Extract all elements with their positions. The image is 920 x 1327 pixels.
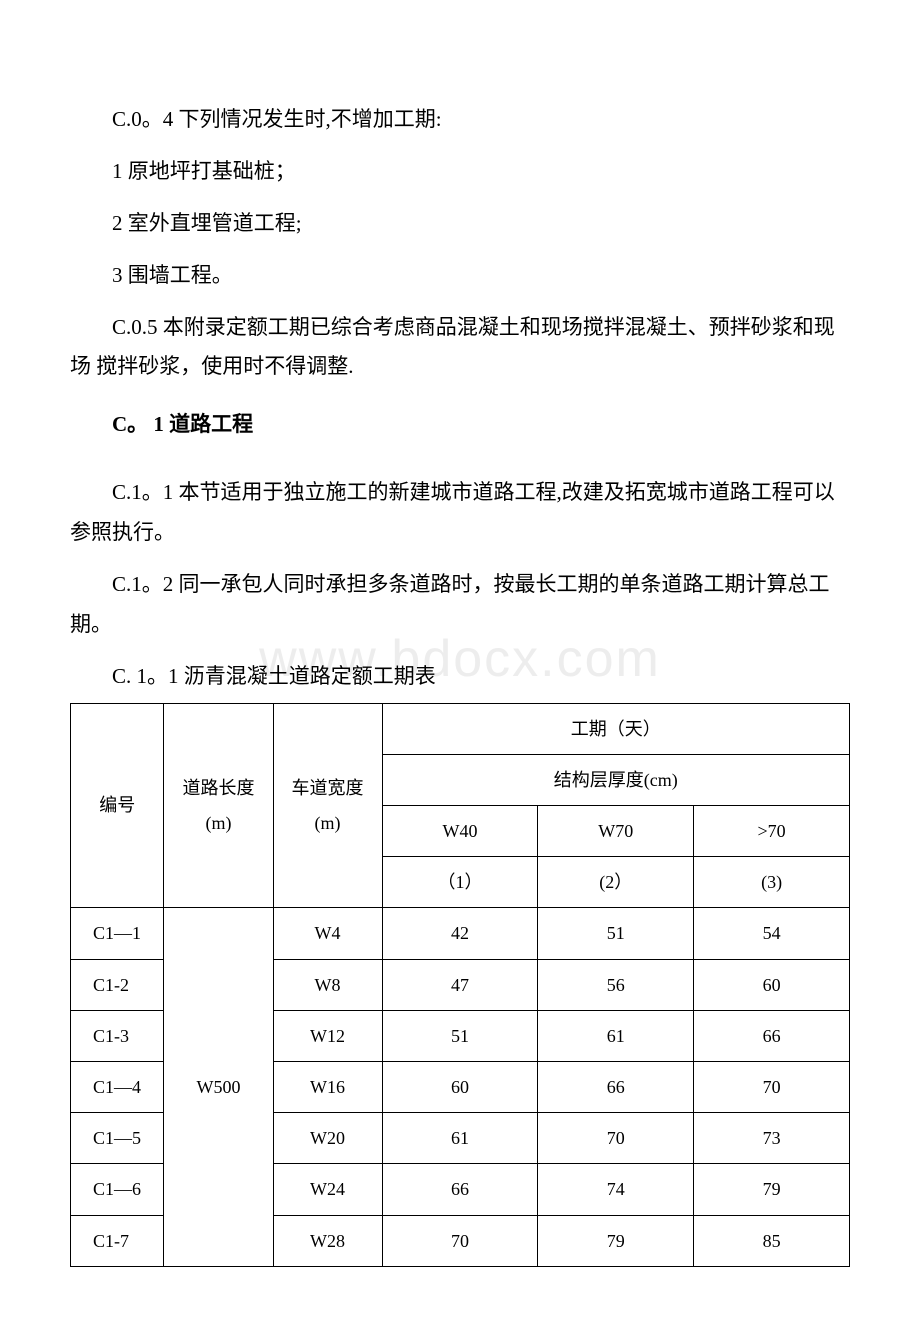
th-gt70: >70: [694, 806, 850, 857]
para-item-3: 3 围墙工程。: [70, 256, 850, 296]
cell-v3: 54: [694, 908, 850, 959]
para-c11: C.1。1 本节适用于独立施工的新建城市道路工程,改建及拓宽城市道路工程可以 参…: [70, 473, 850, 553]
cell-lane: W20: [273, 1113, 382, 1164]
cell-v2: 66: [538, 1062, 694, 1113]
para-c12: C.1。2 同一承包人同时承担多条道路时，按最长工期的单条道路工期计算总工期。: [70, 565, 850, 645]
cell-code: C1—6: [71, 1164, 164, 1215]
th-idx-3: (3): [694, 857, 850, 908]
th-w70: W70: [538, 806, 694, 857]
cell-code: C1-7: [71, 1215, 164, 1266]
cell-v1: 70: [382, 1215, 538, 1266]
section-title-c1: C。 1 道路工程: [70, 405, 850, 445]
th-w40: W40: [382, 806, 538, 857]
cell-lane: W16: [273, 1062, 382, 1113]
cell-lane: W24: [273, 1164, 382, 1215]
cell-v3: 73: [694, 1113, 850, 1164]
cell-code: C1-3: [71, 1010, 164, 1061]
cell-v2: 51: [538, 908, 694, 959]
cell-v3: 70: [694, 1062, 850, 1113]
table-caption: C. 1。1 沥青混凝土道路定额工期表: [70, 657, 850, 697]
cell-code: C1—1: [71, 908, 164, 959]
cell-v1: 42: [382, 908, 538, 959]
cell-v3: 79: [694, 1164, 850, 1215]
th-code: 编号: [71, 703, 164, 908]
cell-v2: 74: [538, 1164, 694, 1215]
cell-lane: W8: [273, 959, 382, 1010]
cell-v1: 61: [382, 1113, 538, 1164]
th-idx-2: (2）: [538, 857, 694, 908]
th-struct-thickness: 结构层厚度(cm): [382, 754, 849, 805]
cell-v3: 85: [694, 1215, 850, 1266]
th-idx-1: （1）: [382, 857, 538, 908]
para-item-2: 2 室外直埋管道工程;: [70, 204, 850, 244]
para-item-1: 1 原地坪打基础桩；: [70, 152, 850, 192]
cell-v1: 60: [382, 1062, 538, 1113]
cell-v3: 60: [694, 959, 850, 1010]
th-lane-width: 车道宽度(m): [273, 703, 382, 908]
document-body: C.0。4 下列情况发生时,不增加工期: 1 原地坪打基础桩； 2 室外直埋管道…: [70, 100, 850, 1267]
cell-v2: 61: [538, 1010, 694, 1061]
cell-v1: 51: [382, 1010, 538, 1061]
para-c04: C.0。4 下列情况发生时,不增加工期:: [70, 100, 850, 140]
cell-lane: W28: [273, 1215, 382, 1266]
duration-table: 编号 道路长度(m) 车道宽度(m) 工期（天） 结构层厚度(cm) W40 W…: [70, 703, 850, 1267]
cell-length-group: W500: [164, 908, 273, 1266]
cell-v1: 47: [382, 959, 538, 1010]
table-header-row-1: 编号 道路长度(m) 车道宽度(m) 工期（天）: [71, 703, 850, 754]
para-c05: C.0.5 本附录定额工期已综合考虑商品混凝土和现场搅拌混凝土、预拌砂浆和现场 …: [70, 308, 850, 388]
cell-v2: 79: [538, 1215, 694, 1266]
cell-code: C1-2: [71, 959, 164, 1010]
cell-lane: W12: [273, 1010, 382, 1061]
th-duration: 工期（天）: [382, 703, 849, 754]
cell-v2: 56: [538, 959, 694, 1010]
th-road-length: 道路长度(m): [164, 703, 273, 908]
cell-lane: W4: [273, 908, 382, 959]
cell-v2: 70: [538, 1113, 694, 1164]
cell-v1: 66: [382, 1164, 538, 1215]
cell-v3: 66: [694, 1010, 850, 1061]
table-row: C1—1 W500 W4 42 51 54: [71, 908, 850, 959]
cell-code: C1—4: [71, 1062, 164, 1113]
cell-code: C1—5: [71, 1113, 164, 1164]
